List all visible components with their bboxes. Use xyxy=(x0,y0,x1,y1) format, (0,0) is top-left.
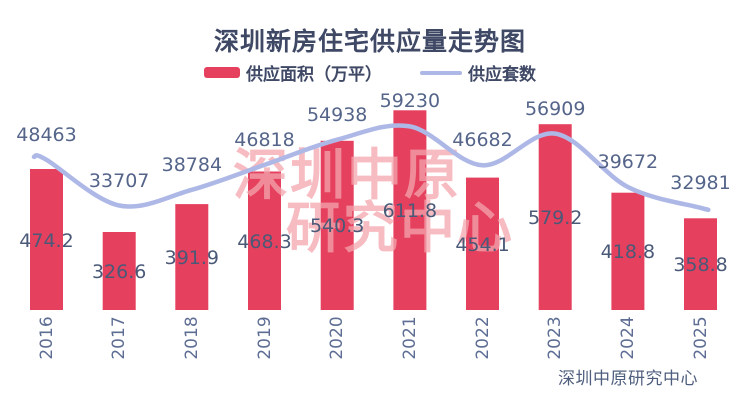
legend-label-supply-area: 供应面积（万平） xyxy=(246,65,382,85)
bar-2025 xyxy=(684,218,717,310)
bar-2016 xyxy=(30,169,63,310)
bar-2017 xyxy=(102,232,136,310)
bar-value-label: 579.2 xyxy=(527,207,583,230)
bar-value-label: 326.6 xyxy=(91,261,147,283)
legend-label-supply-units: 供应套数 xyxy=(468,65,536,85)
chart-title: 深圳新房住宅供应量走势图 xyxy=(213,27,526,56)
x-axis-label: 2024 xyxy=(617,316,638,360)
bar-2021 xyxy=(393,110,427,310)
legend-item-supply-area: 供应面积（万平） xyxy=(204,60,382,85)
bar-2023 xyxy=(538,124,572,310)
line-value-label: 33707 xyxy=(88,169,150,192)
bar-2019 xyxy=(248,171,281,310)
x-axis-label: 2018 xyxy=(181,316,202,360)
bar-series-swatch-icon xyxy=(204,67,240,78)
line-value-label: 46682 xyxy=(452,129,513,152)
bar-2018 xyxy=(175,204,209,310)
line-value-label: 32981 xyxy=(670,171,731,194)
bar-value-label: 454.1 xyxy=(455,233,510,256)
line-value-label: 56909 xyxy=(524,97,586,120)
x-axis-label: 2025 xyxy=(690,316,711,360)
line-value-label: 39672 xyxy=(597,151,659,173)
bar-value-label: 540.3 xyxy=(309,215,365,238)
source-credit: 深圳中原研究中心 xyxy=(558,369,698,389)
bar-value-label: 418.8 xyxy=(600,241,656,264)
x-axis-label: 2017 xyxy=(109,316,130,360)
legend-item-supply-units: 供应套数 xyxy=(420,60,536,85)
line-value-label: 59230 xyxy=(379,90,441,113)
line-value-label: 46818 xyxy=(234,128,295,151)
bar-value-label: 358.8 xyxy=(673,254,728,277)
bar-2020 xyxy=(320,140,354,310)
line-series-swatch-icon xyxy=(420,70,462,75)
bar-value-label: 474.2 xyxy=(19,229,74,252)
bar-value-label: 391.9 xyxy=(164,247,220,270)
bar-2024 xyxy=(611,192,645,310)
bar-2022 xyxy=(466,177,499,310)
legend: 供应面积（万平） 供应套数 xyxy=(0,60,740,85)
x-axis-label: 2022 xyxy=(472,316,493,360)
x-axis-label: 2016 xyxy=(36,316,57,360)
bar-value-label: 468.3 xyxy=(237,230,292,253)
bar-value-label: 611.8 xyxy=(382,200,438,223)
line-value-label: 54938 xyxy=(306,103,368,126)
line-value-label: 38784 xyxy=(161,153,223,176)
x-axis-label: 2020 xyxy=(327,316,348,360)
line-value-label: 48463 xyxy=(16,123,77,146)
x-axis-label: 2021 xyxy=(399,316,420,360)
supply-units-line xyxy=(31,123,711,213)
x-axis-label: 2019 xyxy=(254,316,275,360)
x-axis-label: 2023 xyxy=(545,316,566,360)
